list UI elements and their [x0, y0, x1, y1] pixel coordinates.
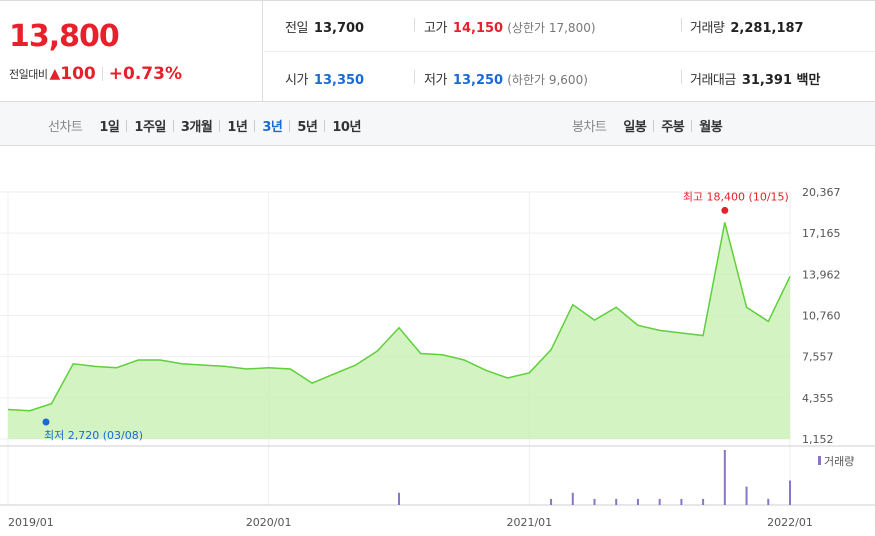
- volume-value: 2,281,187: [730, 21, 804, 36]
- volume-bar: [398, 492, 400, 505]
- period-1y-button[interactable]: 1년: [227, 120, 248, 135]
- change-row: 전일대비 ▲ 100 +0.73%: [9, 64, 182, 84]
- divider: [324, 119, 326, 132]
- y-tick-label: 17,165: [802, 227, 841, 240]
- x-tick-label: 2022/01: [767, 516, 813, 529]
- y-tick-label: 4,355: [802, 392, 834, 405]
- period-3y-button[interactable]: 3년: [262, 120, 283, 135]
- period-10y-button[interactable]: 10년: [332, 120, 361, 135]
- price-area-fill: [8, 222, 790, 439]
- divider: [126, 119, 128, 132]
- period-3m-button[interactable]: 3개월: [180, 120, 213, 135]
- low-value: 13,250: [452, 73, 504, 88]
- price-box: 13,800 전일대비 ▲ 100 +0.73%: [0, 1, 263, 101]
- row-divider: [264, 51, 875, 52]
- y-axis: 20,367 17,165 13,962 10,760 7,557 4,355 1,152: [802, 186, 841, 446]
- high-label: 고가: [424, 21, 447, 36]
- candle-monthly-button[interactable]: 월봉: [699, 120, 723, 135]
- line-chart-label: 선차트: [48, 120, 83, 135]
- quote-panel: 13,800 전일대비 ▲ 100 +0.73% 전일 13,700 고가 14,1…: [0, 0, 875, 102]
- divider: [414, 70, 415, 84]
- divider: [653, 119, 655, 132]
- chart-annotations: 최고 18,400 (10/15) 최저 2,720 (03/08): [42, 190, 789, 442]
- divider: [254, 119, 256, 132]
- divider: [219, 119, 221, 132]
- open-label: 시가: [285, 73, 308, 88]
- price-chart: 20,36717,16513,96210,7607,5574,3551,152 …: [0, 186, 875, 529]
- volume-bar: [680, 498, 683, 505]
- max-label: 최고 18,400 (10/15): [683, 190, 789, 203]
- lower-limit: (하한가 9,600): [507, 73, 588, 87]
- min-marker: [42, 418, 50, 426]
- low-label: 저가: [424, 73, 447, 88]
- volume-bar: [571, 492, 574, 505]
- volume-bar: [789, 480, 791, 505]
- divider: [414, 18, 415, 32]
- y-tick-label: 1,152: [802, 433, 834, 446]
- change-amount: 100: [60, 64, 96, 84]
- period-1d-button[interactable]: 1일: [99, 120, 120, 135]
- up-arrow-icon: ▲: [49, 66, 61, 82]
- volume-bar: [767, 498, 770, 505]
- divider: [691, 119, 693, 132]
- volume-bar: [745, 486, 748, 505]
- volume-bar: [723, 450, 726, 505]
- candle-chart-label: 봉차트: [572, 120, 607, 135]
- divider: [681, 18, 682, 32]
- upper-limit: (상한가 17,800): [507, 21, 596, 35]
- amount-label: 거래대금: [690, 73, 736, 88]
- open-value: 13,350: [313, 73, 365, 88]
- period-1w-button[interactable]: 1주일: [134, 120, 166, 135]
- volume-label: 거래량: [690, 21, 725, 36]
- volume-bar: [615, 498, 618, 505]
- y-tick-label: 7,557: [802, 351, 834, 364]
- volume-legend-label: 거래량: [824, 455, 854, 468]
- volume-legend-swatch: [818, 456, 821, 465]
- candle-selector: 봉차트 일봉 주봉 월봉: [572, 116, 729, 135]
- volume-bar: [550, 498, 553, 505]
- divider: [101, 67, 103, 81]
- current-price: 13,800: [9, 19, 120, 54]
- divider: [289, 119, 291, 132]
- period-5y-button[interactable]: 5년: [297, 120, 318, 135]
- y-tick-label: 10,760: [802, 310, 841, 323]
- volume-bar: [658, 498, 661, 505]
- x-tick-label: 2021/01: [506, 516, 552, 529]
- x-tick-label: 2019/01: [8, 516, 54, 529]
- volume-bar: [593, 498, 596, 505]
- volume-bar: [636, 498, 639, 505]
- high-cell: 고가 14,150 (상한가 17,800): [424, 17, 596, 36]
- x-tick-label: 2020/01: [246, 516, 292, 529]
- min-label: 최저 2,720 (03/08): [44, 429, 143, 442]
- period-selector: 선차트 1일 1주일 3개월 1년 3년 5년 10년: [48, 116, 368, 135]
- y-tick-label: 20,367: [802, 186, 841, 199]
- amount-cell: 거래대금 31,391 백만: [690, 69, 820, 88]
- candle-daily-button[interactable]: 일봉: [623, 120, 647, 135]
- low-cell: 저가 13,250 (하한가 9,600): [424, 69, 588, 88]
- prev-close-label: 전일: [285, 21, 308, 36]
- volume-bars: 거래량: [398, 450, 854, 505]
- prev-close-cell: 전일 13,700: [285, 17, 364, 36]
- volume-bar: [702, 498, 705, 505]
- high-value: 14,150: [452, 21, 504, 36]
- change-percent: +0.73%: [108, 64, 182, 84]
- max-marker: [721, 206, 729, 214]
- chart-toolbar: 선차트 1일 1주일 3개월 1년 3년 5년 10년 봉차트 일봉 주봉 월봉: [0, 102, 875, 146]
- change-label: 전일대비: [9, 68, 48, 81]
- volume-cell: 거래량 2,281,187: [690, 17, 804, 36]
- candle-weekly-button[interactable]: 주봉: [661, 120, 685, 135]
- y-tick-label: 13,962: [802, 268, 841, 281]
- chart-grid: [0, 191, 875, 506]
- divider: [172, 119, 174, 132]
- amount-value: 31,391 백만: [741, 73, 821, 88]
- prev-close-value: 13,700: [313, 21, 365, 36]
- price-line: [7, 222, 791, 412]
- open-cell: 시가 13,350: [285, 69, 364, 88]
- x-axis: 2019/01 2020/01 2021/01 2022/01: [8, 516, 813, 529]
- divider: [681, 70, 682, 84]
